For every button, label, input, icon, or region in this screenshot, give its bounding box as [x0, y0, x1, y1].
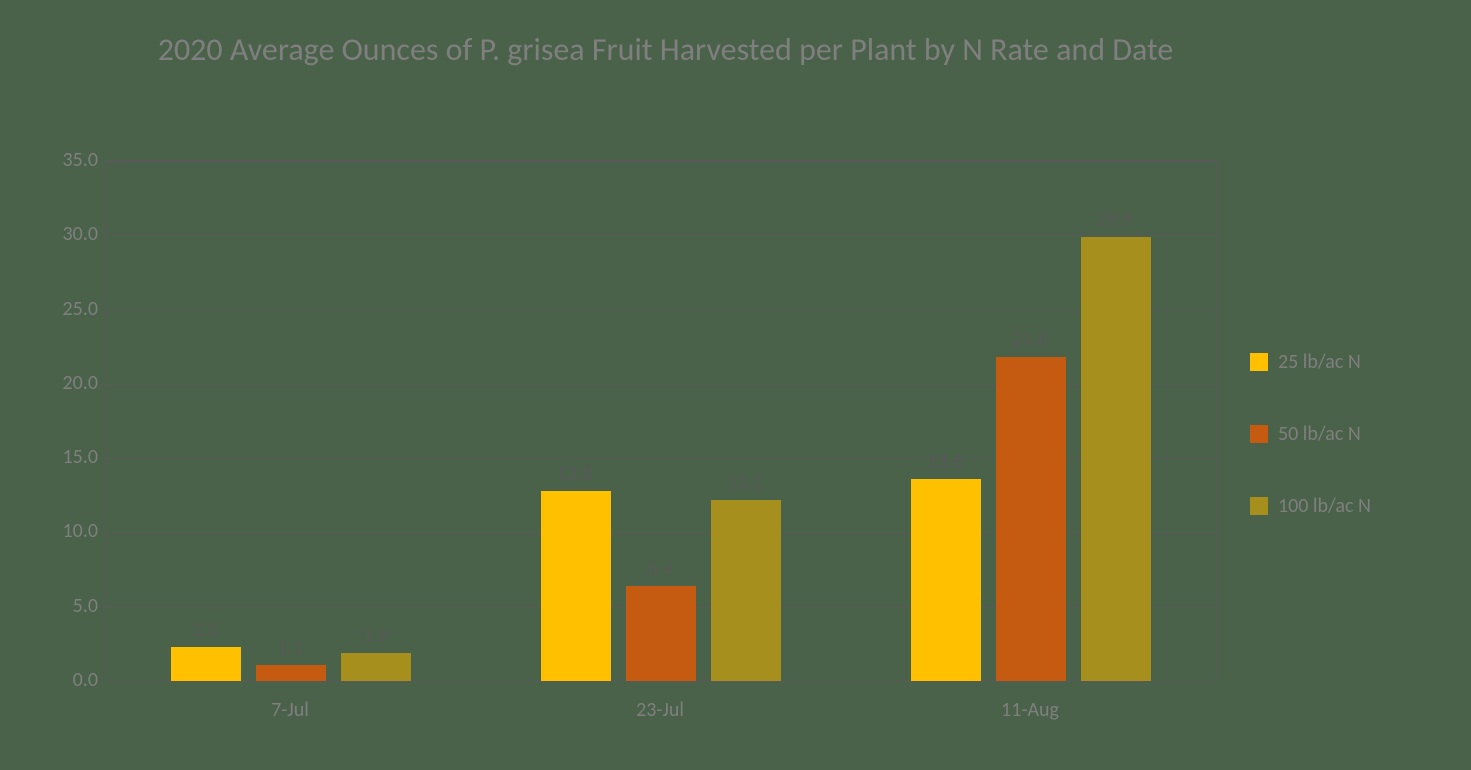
x-tick-label: 23-Jul [636, 698, 684, 722]
legend-item: 25 lb/ac N [1250, 350, 1450, 374]
bar [171, 647, 241, 681]
bar-value-label: 29.9 [1097, 208, 1132, 232]
bar [341, 653, 411, 681]
chart-title: 2020 Average Ounces of P. grisea Fruit H… [0, 30, 1331, 70]
x-tick-label: 11-Aug [1001, 698, 1059, 722]
legend-label: 50 lb/ac N [1278, 422, 1361, 446]
bar [626, 586, 696, 681]
y-tick-label: 25.0 [48, 297, 98, 321]
bar-value-label: 1.1 [277, 636, 302, 660]
legend-item: 100 lb/ac N [1250, 494, 1450, 518]
legend-swatch-2 [1250, 497, 1268, 515]
bar [541, 491, 611, 681]
y-tick-label: 35.0 [48, 148, 98, 172]
bar-value-label: 12.2 [727, 471, 762, 495]
gridline [106, 310, 1216, 311]
bar [1081, 237, 1151, 681]
chart-container: 2020 Average Ounces of P. grisea Fruit H… [0, 0, 1471, 770]
bar [711, 500, 781, 681]
bar-value-label: 2.3 [192, 618, 217, 642]
y-tick-label: 5.0 [48, 594, 98, 618]
y-tick-label: 0.0 [48, 668, 98, 692]
legend-item: 50 lb/ac N [1250, 422, 1450, 446]
y-tick-label: 10.0 [48, 519, 98, 543]
gridline [106, 161, 1216, 162]
legend: 25 lb/ac N 50 lb/ac N 100 lb/ac N [1250, 350, 1450, 566]
bar-value-label: 1.9 [362, 624, 387, 648]
bar-value-label: 13.6 [927, 450, 962, 474]
y-tick-label: 20.0 [48, 371, 98, 395]
bar [256, 665, 326, 681]
x-tick-label: 7-Jul [271, 698, 309, 722]
bar-value-label: 12.8 [557, 462, 592, 486]
bar-value-label: 21.8 [1012, 328, 1047, 352]
legend-swatch-0 [1250, 353, 1268, 371]
y-tick-label: 15.0 [48, 445, 98, 469]
legend-label: 25 lb/ac N [1278, 350, 1361, 374]
legend-swatch-1 [1250, 425, 1268, 443]
y-tick-label: 30.0 [48, 222, 98, 246]
legend-label: 100 lb/ac N [1278, 494, 1371, 518]
gridline [106, 235, 1216, 236]
bar-value-label: 6.4 [647, 557, 672, 581]
bar [911, 479, 981, 681]
bar [996, 357, 1066, 681]
plot-area [105, 160, 1217, 682]
